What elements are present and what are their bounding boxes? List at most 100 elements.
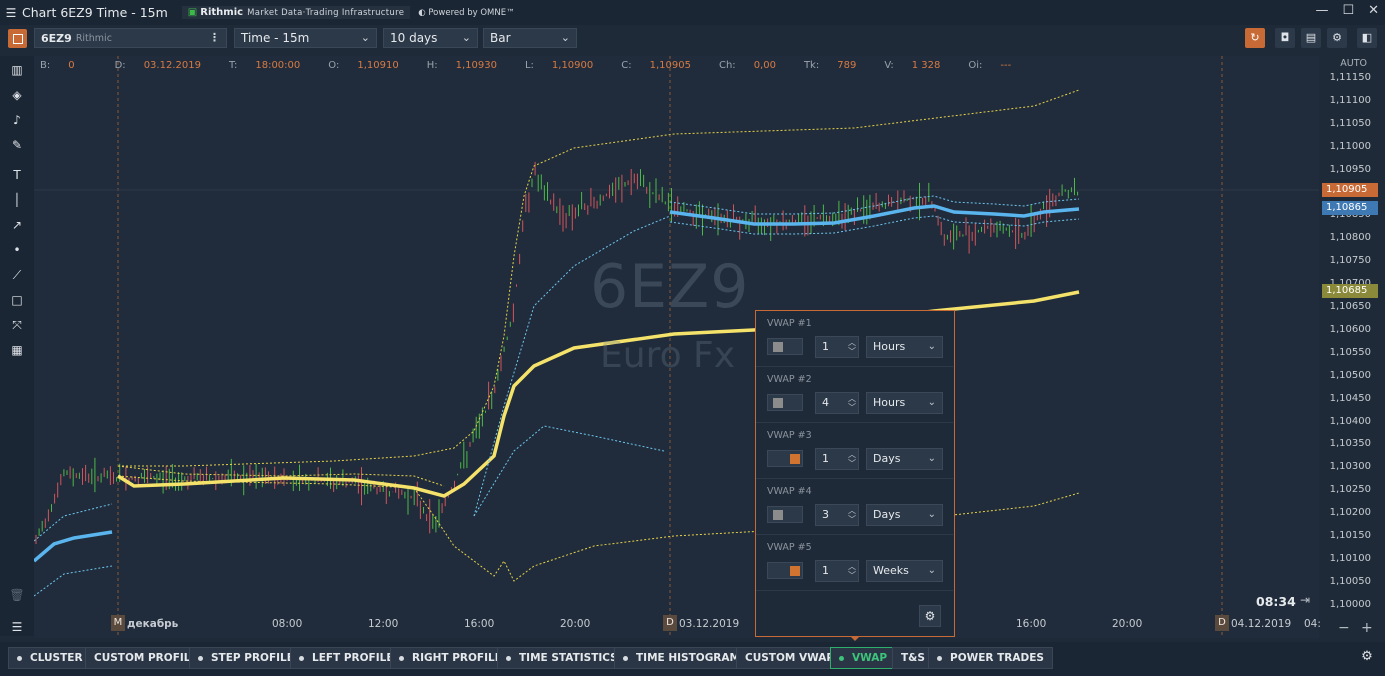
unit-value: Hours	[873, 340, 906, 353]
rectangle-tool-icon[interactable]: □	[11, 293, 23, 307]
period-stepper[interactable]: 1 ︿ ﹀	[815, 336, 859, 358]
tab-custom-profile[interactable]: CUSTOM PROFILE	[85, 647, 207, 669]
title-bar: ☰ Chart 6EZ9 Time - 15m ▣ Rithmic Market…	[0, 0, 1385, 25]
tab-custom-vwap[interactable]: CUSTOM VWAP	[736, 647, 844, 669]
zoom-in-button[interactable]: +	[1361, 620, 1373, 636]
clock: 08:34	[1256, 594, 1296, 609]
maximize-icon[interactable]: ☐	[1342, 3, 1355, 18]
chevron-down-icon: ⌄	[927, 397, 936, 408]
zoom-out-button[interactable]: −	[1338, 620, 1350, 636]
unit-select[interactable]: Days ⌄	[866, 448, 943, 470]
gear-icon[interactable]: ⚙	[1361, 649, 1373, 664]
unit-select[interactable]: Hours ⌄	[866, 392, 943, 414]
brand-tagline: Market Data·Trading Infrastructure	[247, 7, 405, 18]
indicators-icon[interactable]: ▥	[11, 63, 23, 77]
vwap-daily-band-lower	[34, 565, 113, 597]
chevron-down-icon: ⌄	[360, 31, 370, 44]
time-axis[interactable]: M декабрь 08:00 12:00 16:00 20:00 D 03.1…	[34, 614, 1321, 636]
sidebar-toggle-icon[interactable]: ◧	[1357, 28, 1377, 48]
chart-style-select[interactable]: Bar ⌄	[483, 28, 577, 48]
tab-time-and-sales[interactable]: T&S	[892, 647, 934, 669]
timeframe-select[interactable]: Time - 15m ⌄	[234, 28, 377, 48]
chart-canvas[interactable]	[34, 56, 1319, 638]
layers-icon[interactable]: ◈	[12, 88, 22, 102]
tab-step-profile[interactable]: STEP PROFILE	[189, 647, 303, 669]
watermark-name: Euro Fx	[600, 335, 736, 376]
tab-cluster[interactable]: CLUSTER	[8, 647, 92, 669]
spinner-icon[interactable]: ︿ ﹀	[848, 338, 856, 356]
template-icon[interactable]: ▤	[1301, 28, 1321, 48]
pencil-icon[interactable]: ✎	[11, 138, 23, 152]
timeframe-value: Time - 15m	[241, 31, 310, 45]
info-ch-value: 0,00	[753, 60, 776, 71]
time-label: 04.12.2019	[1231, 618, 1292, 630]
color-picker[interactable]	[767, 450, 803, 467]
auto-scale-label[interactable]: AUTO	[1340, 58, 1367, 69]
trend-line-icon[interactable]: ⟋	[12, 268, 22, 282]
price-tick: 1,10650	[1329, 301, 1371, 312]
trash-icon[interactable]: 🗑	[9, 588, 25, 602]
period-stepper[interactable]: 1 ︿ ﹀	[815, 560, 859, 582]
price-tick: 1,10800	[1329, 232, 1371, 244]
horizontal-line-icon[interactable]: •	[13, 243, 21, 257]
vertical-line-icon[interactable]: │	[13, 193, 21, 207]
tab-time-histogram[interactable]: TIME HISTOGRAM	[614, 647, 749, 669]
tab-vwap[interactable]: VWAP	[830, 647, 897, 669]
spinner-icon[interactable]: ︿ ﹀	[848, 562, 856, 580]
vwap-weekly-price-badge: 1,10685	[1322, 284, 1378, 298]
tab-left-profile[interactable]: LEFT PROFILE	[290, 647, 403, 669]
chevron-down-icon: ⌄	[927, 565, 936, 576]
fibonacci-icon[interactable]: ⤧	[12, 318, 22, 332]
color-picker[interactable]	[767, 562, 803, 579]
period-stepper[interactable]: 3 ︿ ﹀	[815, 504, 859, 526]
unit-select[interactable]: Hours ⌄	[866, 336, 943, 358]
mouse-icon[interactable]: ◘	[1275, 28, 1295, 48]
list-icon[interactable]: ☰	[11, 620, 23, 634]
chart-toolbar: 6EZ9 Rithmic ⋮ Time - 15m ⌄ 10 days ⌄ Ba…	[0, 26, 1385, 51]
tab-right-profile[interactable]: RIGHT PROFILE	[390, 647, 511, 669]
minimize-icon[interactable]: —	[1315, 3, 1329, 18]
symbol-selector[interactable]: 6EZ9 Rithmic ⋮	[34, 28, 227, 48]
spinner-icon[interactable]: ︿ ﹀	[848, 450, 856, 468]
time-label: 03.12.2019	[679, 618, 740, 630]
ruler-icon[interactable]: ▦	[11, 343, 23, 357]
price-axis[interactable]: AUTO 1,11150 1,11100 1,11050 1,11000 1,10950…	[1319, 56, 1385, 638]
chart-settings-square-button[interactable]	[8, 29, 27, 48]
tab-power-trades[interactable]: POWER TRADES	[928, 647, 1053, 669]
period-stepper[interactable]: 4 ︿ ﹀	[815, 392, 859, 414]
info-l-value: 1,10900	[551, 60, 594, 71]
vwap-price-badge: 1,10865	[1322, 201, 1378, 215]
spinner-icon[interactable]: ︿ ﹀	[848, 394, 856, 412]
text-tool-icon[interactable]: T	[13, 168, 21, 182]
indicator-tab-bar: CLUSTER CUSTOM PROFILE STEP PROFILE LEFT…	[0, 642, 1385, 676]
replay-icon[interactable]: ↻	[1245, 28, 1265, 48]
price-tick: 1,10100	[1329, 552, 1371, 564]
color-picker[interactable]	[767, 338, 803, 355]
time-label: 08:00	[272, 618, 303, 630]
vwap-label: VWAP #1	[767, 318, 812, 329]
info-v-label: V:	[884, 60, 894, 71]
period-select[interactable]: 10 days ⌄	[383, 28, 478, 48]
color-picker[interactable]	[767, 394, 803, 411]
tab-time-statistics[interactable]: TIME STATISTICS	[497, 647, 627, 669]
tab-label: RIGHT PROFILE	[412, 652, 502, 664]
period-stepper[interactable]: 1 ︿ ﹀	[815, 448, 859, 470]
tab-label: T&S	[901, 652, 925, 664]
alert-bell-icon[interactable]: ♪	[13, 113, 21, 127]
more-vertical-icon[interactable]: ⋮	[209, 31, 220, 44]
vwap-settings-gear-icon[interactable]: ⚙	[919, 605, 941, 627]
dot-icon	[299, 655, 304, 661]
info-ch-label: Ch:	[718, 60, 736, 71]
spinner-icon[interactable]: ︿ ﹀	[848, 506, 856, 524]
info-d-value: 03.12.2019	[143, 60, 201, 71]
scroll-to-end-icon[interactable]: ⇥	[1300, 593, 1311, 607]
unit-select[interactable]: Days ⌄	[866, 504, 943, 526]
price-chart[interactable]	[34, 56, 1319, 638]
chevron-down-icon: ⌄	[927, 341, 936, 352]
close-icon[interactable]: ✕	[1368, 3, 1379, 18]
unit-select[interactable]: Weeks ⌄	[866, 560, 943, 582]
color-picker[interactable]	[767, 506, 803, 523]
gear-icon[interactable]: ⚙	[1327, 28, 1347, 48]
hamburger-icon[interactable]: ☰	[5, 5, 17, 20]
arrow-tool-icon[interactable]: ↗	[11, 218, 23, 232]
